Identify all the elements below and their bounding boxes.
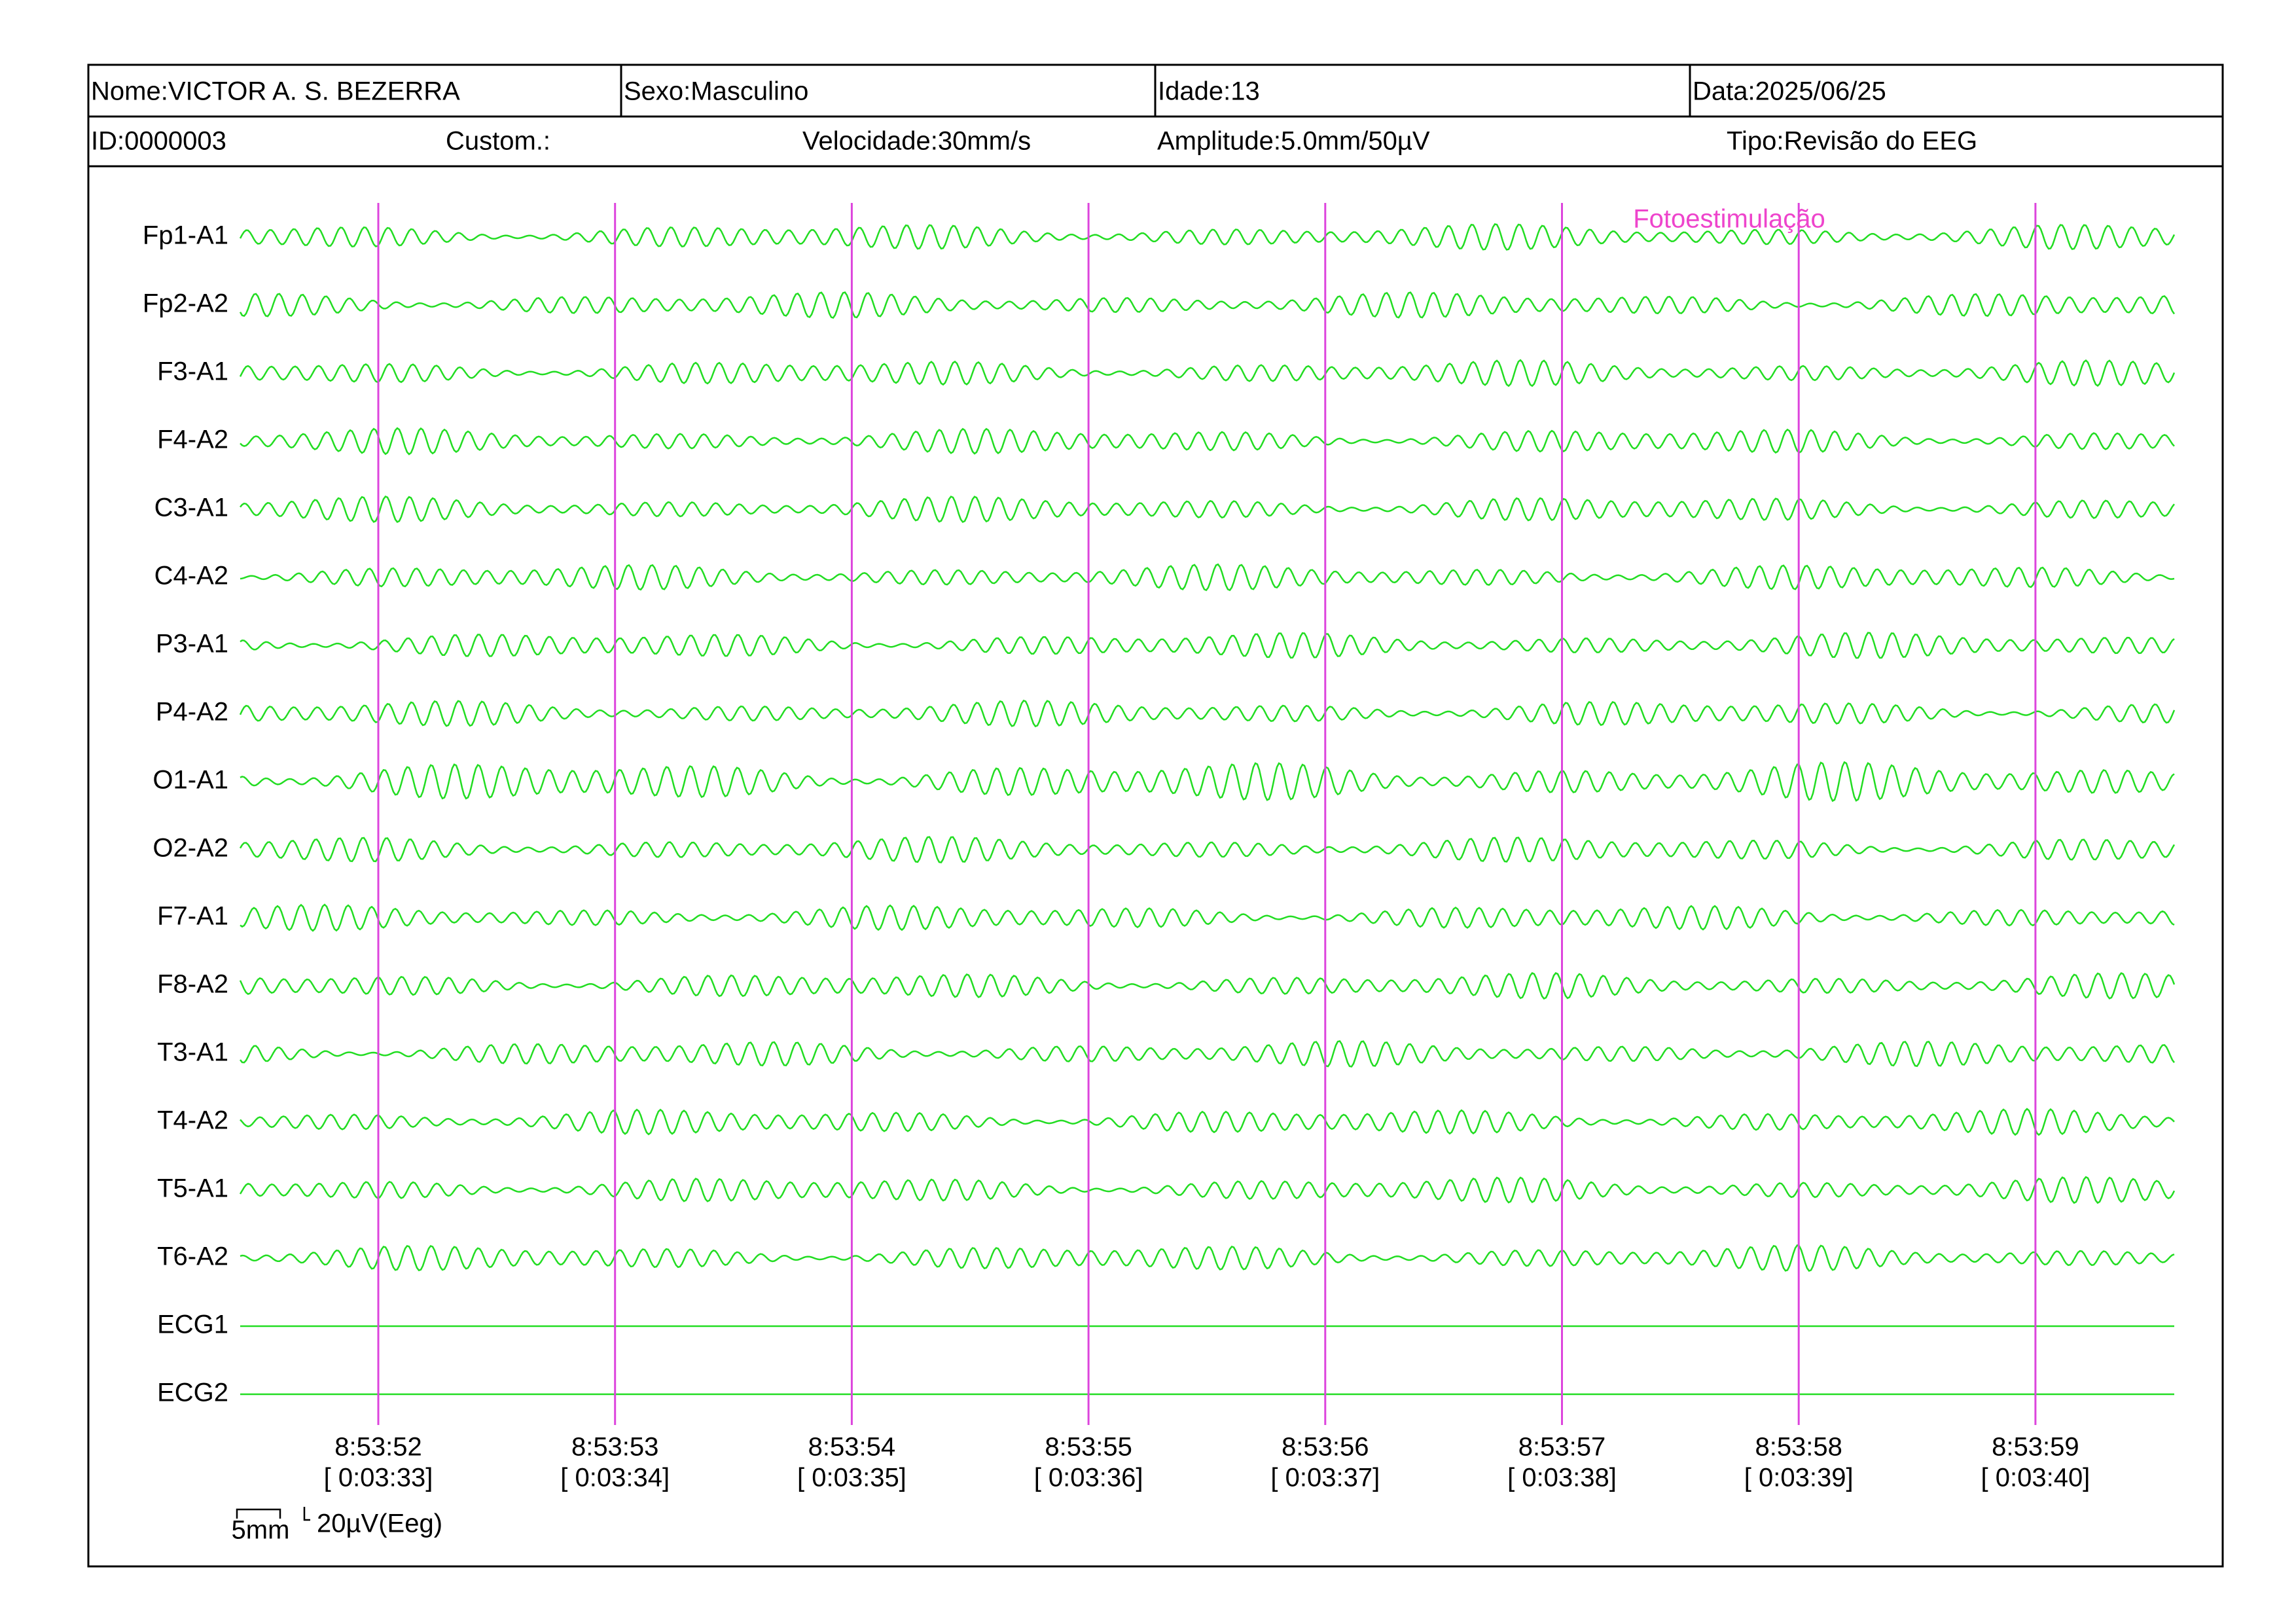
channel-label: T3-A1 bbox=[157, 1038, 228, 1067]
channel-label: T6-A2 bbox=[157, 1242, 228, 1271]
header-field: Custom.: bbox=[446, 127, 550, 156]
header-field: Amplitude:5.0mm/50µV bbox=[1157, 127, 1430, 156]
channel-label: F7-A1 bbox=[157, 902, 228, 931]
frame bbox=[87, 63, 2224, 1568]
channel-label: Fp2-A2 bbox=[143, 289, 228, 318]
channel-label: T4-A2 bbox=[157, 1106, 228, 1135]
eeg-trace bbox=[239, 223, 2176, 251]
time-elapsed: [ 0:03:36] bbox=[1034, 1464, 1143, 1492]
channel-label: P4-A2 bbox=[156, 698, 228, 727]
eeg-trace bbox=[240, 1040, 2175, 1068]
time-clock: 8:53:59 bbox=[1992, 1433, 2079, 1462]
time-clock: 8:53:54 bbox=[808, 1433, 895, 1462]
time-clock: 8:53:53 bbox=[571, 1433, 658, 1462]
channel-label: ECG1 bbox=[157, 1310, 228, 1339]
header-field: Idade:13 bbox=[1158, 77, 1260, 106]
channel-label: C4-A2 bbox=[154, 562, 228, 590]
eeg-trace bbox=[239, 971, 2176, 1000]
time-scale: 5mm bbox=[232, 1516, 290, 1545]
content: Nome:VICTOR A. S. BEZERRA Sexo:Masculino I… bbox=[91, 77, 2176, 1545]
time-clock: 8:53:52 bbox=[334, 1433, 422, 1462]
channel-label: Fp1-A1 bbox=[143, 221, 228, 250]
time-elapsed: [ 0:03:34] bbox=[560, 1464, 670, 1492]
channel-label: F3-A1 bbox=[157, 357, 228, 386]
time-elapsed: [ 0:03:38] bbox=[1507, 1464, 1617, 1492]
eeg-trace bbox=[240, 1244, 2175, 1272]
time-scale-bar bbox=[236, 1508, 281, 1519]
eeg-trace bbox=[239, 1176, 2176, 1204]
amp-scale: 20µV(Eeg) bbox=[317, 1509, 442, 1538]
channel-label: C3-A1 bbox=[154, 494, 228, 522]
eeg-trace bbox=[240, 761, 2175, 803]
header-field: Nome:VICTOR A. S. BEZERRA bbox=[91, 77, 460, 106]
time-elapsed: [ 0:03:37] bbox=[1270, 1464, 1380, 1492]
eeg-trace bbox=[240, 563, 2175, 592]
header-field: ID:0000003 bbox=[91, 127, 226, 156]
channel-label: O2-A2 bbox=[152, 834, 228, 863]
eeg-trace bbox=[240, 632, 2175, 659]
time-elapsed: [ 0:03:40] bbox=[1981, 1464, 2090, 1492]
time-clock: 8:53:58 bbox=[1755, 1433, 1842, 1462]
time-clock: 8:53:57 bbox=[1518, 1433, 1605, 1462]
channel-label: P3-A1 bbox=[156, 630, 228, 659]
channel-label: T5-A1 bbox=[157, 1174, 228, 1203]
eeg-trace bbox=[239, 359, 2176, 388]
annotation: Fotoestimulação bbox=[1633, 205, 1825, 234]
channel-label: F4-A2 bbox=[157, 425, 228, 454]
amp-scale-bar bbox=[303, 1507, 310, 1521]
eeg-trace bbox=[240, 1108, 2175, 1136]
time-elapsed: [ 0:03:35] bbox=[797, 1464, 906, 1492]
header-field: Tipo:Revisão do EEG bbox=[1727, 127, 1977, 156]
eeg-trace bbox=[239, 836, 2176, 863]
header-field: Velocidade:30mm/s bbox=[802, 127, 1031, 156]
eeg-trace bbox=[240, 495, 2175, 524]
time-clock: 8:53:56 bbox=[1282, 1433, 1369, 1462]
channel-label: O1-A1 bbox=[152, 766, 228, 795]
header-field: Data:2025/06/25 bbox=[1693, 77, 1886, 106]
time-elapsed: [ 0:03:39] bbox=[1744, 1464, 1854, 1492]
time-elapsed: [ 0:03:33] bbox=[324, 1464, 433, 1492]
eeg-trace bbox=[240, 903, 2175, 932]
time-clock: 8:53:55 bbox=[1045, 1433, 1132, 1462]
eeg-trace bbox=[240, 427, 2175, 456]
eeg-trace bbox=[239, 291, 2176, 319]
eeg-trace bbox=[239, 699, 2176, 728]
channel-label: ECG2 bbox=[157, 1379, 228, 1407]
header-field: Sexo:Masculino bbox=[624, 77, 808, 106]
channel-label: F8-A2 bbox=[157, 970, 228, 999]
